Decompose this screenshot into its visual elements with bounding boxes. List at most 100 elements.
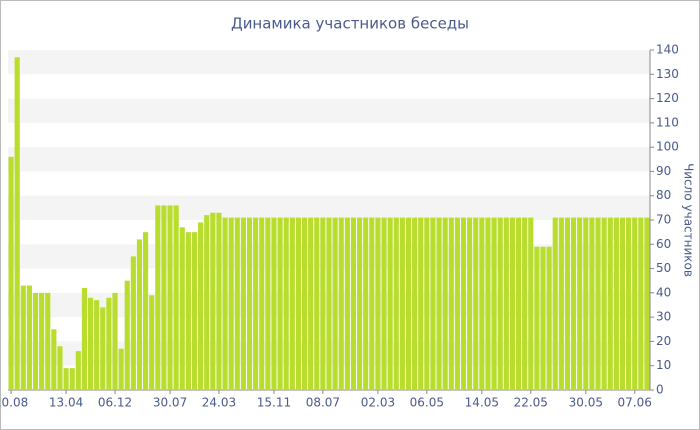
bar: [32, 292, 39, 390]
bar: [558, 217, 564, 390]
bar: [204, 215, 210, 390]
bar: [326, 217, 332, 390]
bar: [301, 217, 308, 390]
bar: [314, 217, 320, 390]
bar: [94, 300, 100, 390]
grid-band: [8, 195, 650, 220]
bar: [51, 329, 57, 390]
bar: [613, 217, 619, 390]
bar: [534, 246, 540, 390]
bar: [179, 227, 185, 390]
bar: [515, 217, 522, 390]
x-tick-label: 30.05: [569, 396, 603, 410]
bar: [8, 156, 14, 390]
bar: [69, 368, 75, 390]
bar: [344, 217, 350, 390]
x-tick-label: 07.06: [618, 396, 652, 410]
bar: [577, 217, 583, 390]
bar: [485, 217, 491, 390]
bar: [57, 346, 63, 390]
bar: [222, 217, 228, 390]
y-tick-label: 140: [656, 43, 679, 57]
bar: [277, 217, 283, 390]
bar: [155, 205, 161, 390]
bar: [136, 239, 143, 390]
y-tick-label: 60: [656, 237, 671, 251]
bar: [124, 280, 130, 390]
bar: [320, 217, 326, 390]
bar: [118, 348, 124, 390]
bar: [240, 217, 246, 390]
bar: [198, 222, 204, 390]
bar: [338, 217, 344, 390]
bar: [357, 217, 363, 390]
bar: [509, 217, 515, 390]
bar: [210, 212, 216, 390]
bar: [393, 217, 399, 390]
bar: [491, 217, 497, 390]
bar: [632, 217, 638, 390]
bar: [216, 212, 222, 390]
bar: [350, 217, 357, 390]
grid-band: [8, 50, 650, 75]
bar: [149, 295, 155, 390]
bar: [191, 232, 198, 390]
bar: [552, 217, 558, 390]
bar: [387, 217, 393, 390]
bar: [363, 217, 369, 390]
bar: [460, 217, 467, 390]
bar: [626, 217, 632, 390]
bar: [522, 217, 528, 390]
bar: [45, 292, 51, 390]
x-tick-label: 15.11: [257, 396, 291, 410]
bar: [430, 217, 436, 390]
bar: [442, 217, 448, 390]
bar: [75, 351, 81, 390]
bar: [289, 217, 295, 390]
bar: [295, 217, 301, 390]
y-tick-label: 130: [656, 67, 679, 81]
x-tick-label: 06.05: [410, 396, 444, 410]
bar: [63, 368, 69, 390]
bar: [20, 285, 26, 390]
bar: [418, 217, 424, 390]
bar: [185, 232, 191, 390]
bar: [564, 217, 571, 390]
bar: [467, 217, 473, 390]
bar: [405, 217, 412, 390]
bar: [369, 217, 375, 390]
bar: [644, 217, 650, 390]
y-tick-label: 80: [656, 188, 671, 202]
bar: [253, 217, 259, 390]
bar: [479, 217, 485, 390]
x-tick-label: 06.12: [98, 396, 132, 410]
y-tick-label: 20: [656, 334, 671, 348]
bar: [638, 217, 644, 390]
bar: [375, 217, 381, 390]
bar: [234, 217, 240, 390]
bar: [161, 205, 167, 390]
x-tick-label: 08.07: [306, 396, 340, 410]
x-tick-label: 22.05: [514, 396, 548, 410]
bar: [589, 217, 595, 390]
bar: [112, 292, 118, 390]
bar: [26, 285, 32, 390]
y-tick-label: 0: [656, 383, 664, 397]
grid-band: [8, 147, 650, 172]
y-tick-label: 90: [656, 164, 671, 178]
bar: [528, 217, 534, 390]
bar: [497, 217, 503, 390]
bar: [271, 217, 277, 390]
bar: [546, 246, 552, 390]
grid-band: [8, 98, 650, 123]
x-tick-label: 14.05: [465, 396, 499, 410]
y-tick-label: 70: [656, 213, 671, 227]
bar: [540, 246, 546, 390]
bar: [265, 217, 271, 390]
bar: [332, 217, 338, 390]
bar: [87, 297, 94, 390]
y-tick-label: 40: [656, 285, 671, 299]
bar: [143, 232, 149, 390]
y-tick-label: 110: [656, 115, 679, 129]
